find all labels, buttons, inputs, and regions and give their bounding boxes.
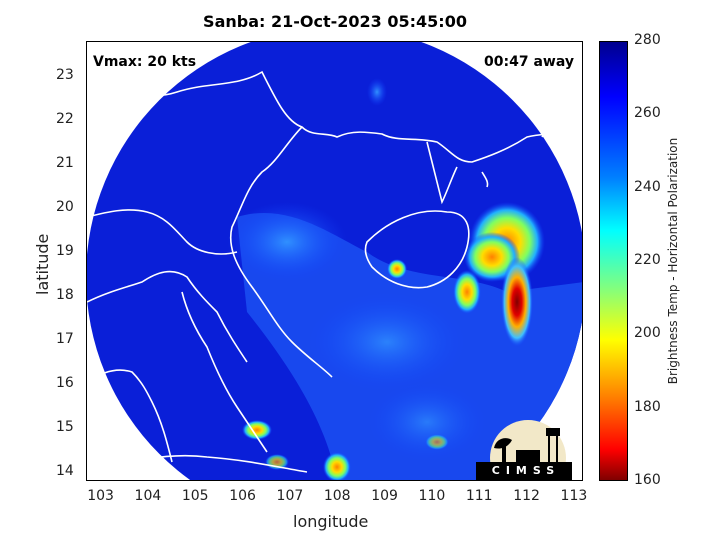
colorbar-tick-label: 160 <box>634 472 661 488</box>
colorbar-tick-label: 260 <box>634 105 661 122</box>
satellite-image <box>87 42 582 480</box>
y-tick-label: 16 <box>56 375 74 392</box>
colorbar <box>599 41 628 481</box>
colorbar-label: Brightness Temp - Horizontal Polarizatio… <box>666 137 680 385</box>
y-tick-label: 18 <box>56 287 74 304</box>
x-tick-label: 113 <box>560 488 588 504</box>
colorbar-tick-label: 240 <box>634 178 661 195</box>
y-tick-label: 17 <box>56 331 74 348</box>
colorbar-tick-label: 220 <box>634 252 661 268</box>
cimss-logo-text: CIMSS <box>491 464 561 477</box>
x-tick-label: 103 <box>87 488 114 504</box>
colorbar-tick-label: 280 <box>634 32 661 48</box>
x-tick-label: 110 <box>418 488 446 504</box>
x-tick-label: 104 <box>134 488 162 504</box>
vmax-annotation: Vmax: 20 kts <box>93 54 197 70</box>
x-tick-label: 105 <box>181 488 209 504</box>
x-tick-label: 111 <box>465 488 493 504</box>
cimss-logo: CIMSS <box>476 418 572 480</box>
x-tick-label: 107 <box>276 488 304 504</box>
y-tick-label: 14 <box>56 463 74 480</box>
plot-title: Sanba: 21-Oct-2023 05:45:00 <box>203 12 467 31</box>
x-tick-label: 109 <box>371 488 398 504</box>
x-axis-label: longitude <box>293 512 369 531</box>
y-tick-label: 21 <box>56 155 74 172</box>
y-tick-label: 20 <box>56 199 74 216</box>
x-tick-label: 106 <box>229 488 256 504</box>
y-tick-label: 22 <box>56 111 74 128</box>
x-tick-label: 112 <box>513 488 540 504</box>
coastline-overlay <box>87 70 582 473</box>
y-tick-label: 19 <box>56 243 74 260</box>
map-plot-area: Vmax: 20 kts 00:47 away CIMSS <box>86 41 583 481</box>
swath-data <box>87 42 582 480</box>
colorbar-tick-label: 180 <box>634 398 661 415</box>
y-tick-label: 15 <box>56 419 74 436</box>
y-tick-label: 23 <box>56 67 74 84</box>
y-axis-label: latitude <box>33 233 52 295</box>
time-away-annotation: 00:47 away <box>484 54 574 70</box>
colorbar-tick-label: 200 <box>634 325 661 342</box>
x-tick-label: 108 <box>323 488 351 504</box>
